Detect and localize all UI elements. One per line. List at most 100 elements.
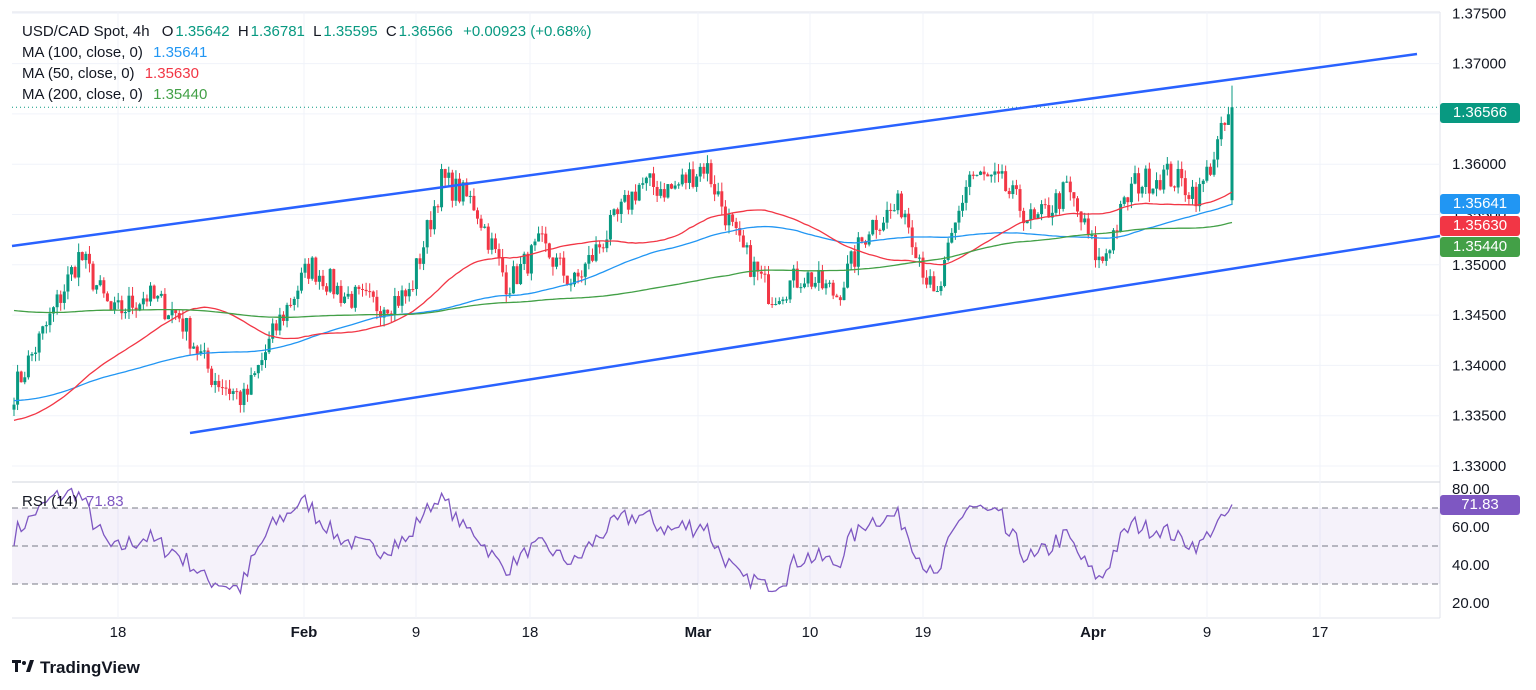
candle-body — [26, 355, 30, 378]
candle-body — [835, 295, 839, 298]
candle-body — [511, 266, 515, 294]
candle-body — [152, 285, 156, 299]
candle-body — [34, 352, 38, 354]
candle-body — [1083, 218, 1087, 223]
ma100-legend[interactable]: MA (100, close, 0) 1.35641 — [22, 42, 592, 63]
candle-body — [1122, 197, 1126, 204]
candle-body — [87, 253, 91, 264]
candle-body — [731, 214, 735, 222]
candle-body — [407, 289, 411, 297]
candle-body — [745, 245, 749, 248]
candle-body — [292, 298, 296, 305]
candle-body — [1040, 204, 1044, 215]
candle-body — [429, 220, 433, 230]
rsi-tick-label: 20.00 — [1452, 595, 1490, 612]
ma50-legend[interactable]: MA (50, close, 0) 1.35630 — [22, 63, 592, 84]
candle-body — [885, 209, 889, 223]
low-value: 1.35595 — [323, 23, 378, 40]
moving-averages — [12, 106, 1440, 422]
candle-body — [1219, 122, 1223, 140]
ma200-legend[interactable]: MA (200, close, 0) 1.35440 — [22, 84, 592, 105]
symbol-title[interactable]: USD/CAD Spot, 4h — [22, 23, 150, 40]
candle-body — [907, 213, 911, 228]
candle-body — [1068, 181, 1072, 193]
channel-lower-line — [189, 234, 1441, 435]
candle-body — [1022, 210, 1026, 224]
candle-body — [1198, 184, 1202, 207]
candle-body — [720, 191, 724, 207]
candle-body — [580, 276, 584, 278]
ma200-line — [13, 221, 1233, 318]
rsi-tick-label: 40.00 — [1452, 557, 1490, 574]
candle-body — [734, 221, 738, 228]
candle-body — [526, 253, 530, 274]
candle-body — [432, 206, 436, 230]
rsi-band — [12, 507, 1440, 585]
candle-body — [1097, 256, 1101, 261]
candle-body — [307, 263, 311, 279]
candle-body — [1101, 256, 1105, 261]
time-tick-label: Apr — [1080, 624, 1106, 641]
candle-body — [587, 255, 591, 264]
candle-body — [371, 291, 375, 297]
candle-body — [497, 249, 501, 258]
candle-body — [80, 252, 84, 261]
candle-body — [73, 267, 77, 278]
candle-body — [328, 269, 332, 292]
candle-body — [637, 184, 641, 201]
candle-body — [1137, 173, 1141, 194]
candle-body — [220, 387, 224, 389]
candle-body — [853, 251, 857, 267]
candle-body — [246, 388, 250, 395]
candle-body — [899, 193, 903, 218]
ma50-value: 1.35630 — [144, 65, 199, 82]
candle-body — [508, 293, 512, 295]
candle-body — [375, 296, 379, 312]
candle-body — [156, 295, 160, 299]
tradingview-brand[interactable]: TradingView — [12, 658, 140, 678]
candle-body — [400, 290, 404, 306]
candle-body — [386, 309, 390, 314]
candle-body — [698, 166, 702, 177]
candle-body — [842, 287, 846, 301]
candle-body — [425, 220, 429, 248]
candle-body — [623, 194, 627, 202]
candle-body — [1086, 218, 1090, 236]
candle-body — [350, 293, 354, 308]
candle-body — [1212, 159, 1216, 175]
candle-body — [468, 195, 472, 197]
candle-body — [1216, 139, 1220, 160]
candle-body — [364, 289, 368, 292]
candle-body — [763, 273, 767, 275]
candle-body — [84, 253, 88, 261]
candle-body — [483, 226, 487, 228]
price-tick-label: 1.36000 — [1452, 156, 1506, 173]
candle-body — [641, 183, 645, 185]
candle-body — [519, 263, 523, 285]
brand-name: TradingView — [40, 658, 140, 677]
candle-body — [271, 323, 275, 339]
candle-body — [813, 282, 817, 287]
candle-body — [1014, 185, 1018, 190]
candle-body — [1108, 250, 1112, 254]
candle-body — [914, 247, 918, 259]
candle-body — [935, 291, 939, 293]
candle-body — [1183, 178, 1187, 196]
candle-body — [353, 286, 357, 308]
time-tick-label: 17 — [1312, 624, 1329, 641]
rsi-legend[interactable]: RSI (14) 71.83 — [22, 493, 124, 510]
candle-body — [1093, 234, 1097, 261]
candle-body — [917, 257, 921, 259]
candle-body — [1140, 187, 1144, 194]
time-tick-label: 9 — [412, 624, 420, 641]
candle-body — [957, 210, 961, 223]
candle-body — [461, 182, 465, 202]
candle-body — [44, 325, 48, 327]
candle-body — [1205, 166, 1209, 181]
candle-body — [1129, 183, 1133, 203]
candle-body — [1208, 166, 1212, 175]
ma100-value: 1.35641 — [153, 44, 208, 61]
ma50-badge: 1.35630 — [1440, 216, 1520, 236]
candle-body — [422, 247, 426, 264]
candle-body — [950, 232, 954, 243]
